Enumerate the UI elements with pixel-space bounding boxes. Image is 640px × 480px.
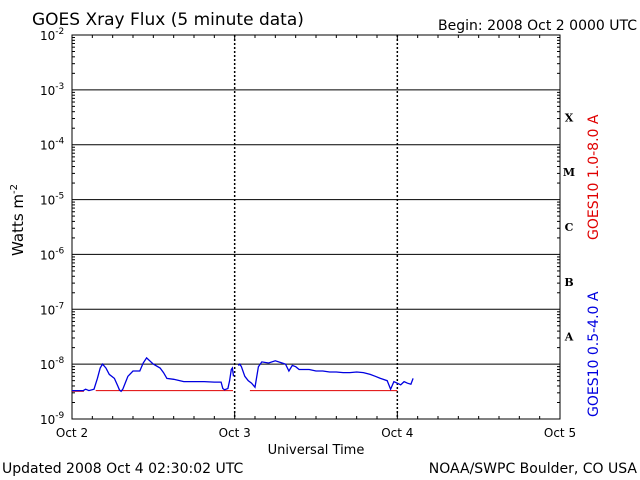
flare-class-label: A (564, 331, 574, 344)
plot-area: Oct 2 Oct 3 Oct 4 Oct 5 10-2 10-3 10-4 10-5 10-6… (40, 27, 576, 440)
series-short-line (72, 356, 235, 393)
y-tick-label: 10-7 (40, 301, 64, 317)
chart-title: GOES Xray Flux (5 minute data) (32, 10, 304, 30)
x-axis-label: Universal Time (268, 443, 365, 458)
y-tick-label: 10-6 (40, 246, 65, 262)
series-label-long: GOES10 1.0-8.0 A (586, 114, 602, 240)
y-axis-label-main: Watts m (9, 194, 27, 256)
y-tick-label: 10-8 (40, 356, 65, 372)
y-tick-label: 10-3 (40, 82, 64, 98)
source-label: NOAA/SWPC Boulder, CO USA (429, 461, 638, 477)
series-short-line (237, 360, 414, 391)
flare-class-label: X (565, 111, 574, 124)
y-axis-label-exponent: -2 (9, 184, 20, 194)
y-axis-label: Watts m-2 (9, 184, 27, 256)
series-label-short: GOES10 0.5-4.0 A (586, 291, 602, 417)
updated-label: Updated 2008 Oct 4 02:30:02 UTC (2, 461, 243, 477)
y-tick-label: 10-9 (40, 411, 65, 427)
x-tick-label: Oct 5 (544, 426, 576, 440)
y-tick-label: 10-5 (40, 192, 64, 208)
flare-class-label: B (564, 276, 573, 289)
y-tick-label: 10-4 (40, 137, 65, 153)
x-tick-label: Oct 4 (381, 426, 413, 440)
flare-class-label: M (563, 166, 575, 179)
x-tick-label: Oct 3 (219, 426, 251, 440)
y-tick-label: 10-2 (40, 27, 64, 43)
svg-text:Watts m-2: Watts m-2 (9, 184, 27, 256)
x-tick-label: Oct 2 (56, 426, 88, 440)
begin-label: Begin: 2008 Oct 2 0000 UTC (438, 18, 637, 34)
plot-frame (71, 34, 561, 420)
flare-class-label: C (565, 221, 574, 234)
